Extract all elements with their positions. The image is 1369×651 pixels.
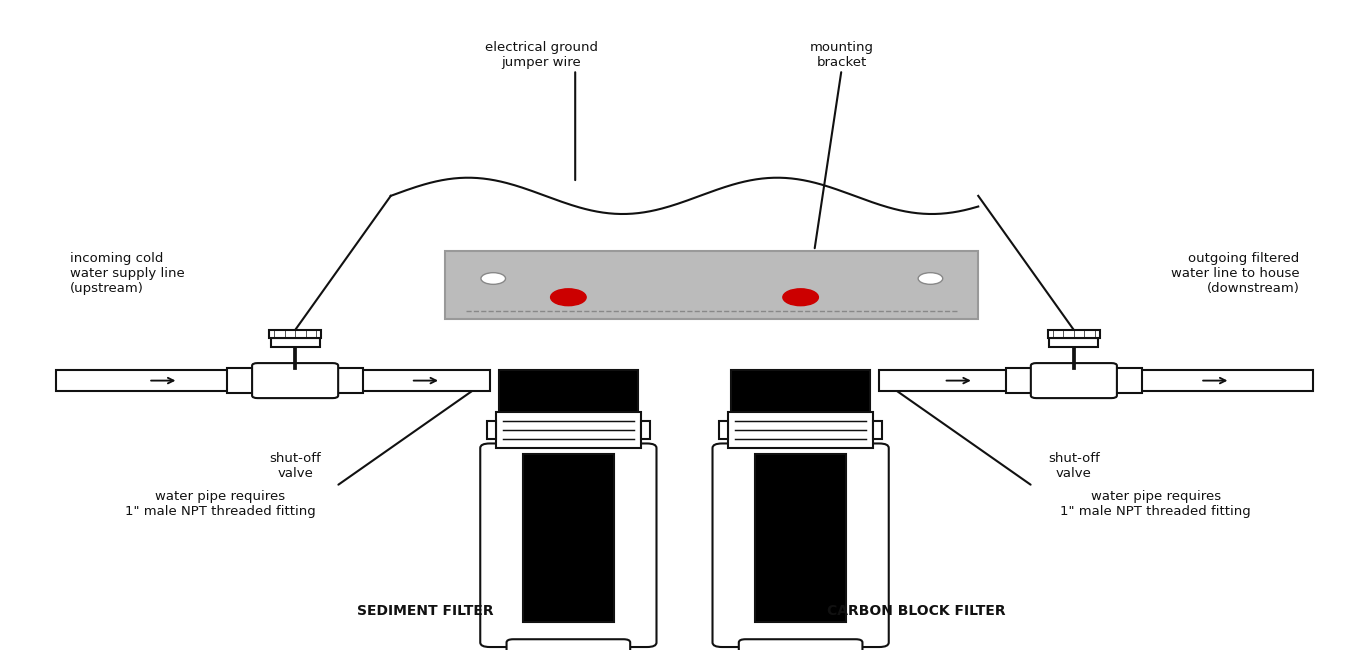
Bar <box>719 421 728 439</box>
Bar <box>271 339 320 347</box>
Circle shape <box>919 273 943 284</box>
Bar <box>1047 330 1099 339</box>
Text: shut-off
valve: shut-off valve <box>1049 452 1099 480</box>
Text: electrical ground
jumper wire: electrical ground jumper wire <box>485 42 597 70</box>
FancyBboxPatch shape <box>1031 363 1117 398</box>
Bar <box>1108 370 1313 391</box>
Text: CARBON BLOCK FILTER: CARBON BLOCK FILTER <box>827 603 1006 618</box>
Text: shut-off
valve: shut-off valve <box>270 452 320 480</box>
FancyBboxPatch shape <box>507 639 630 651</box>
FancyBboxPatch shape <box>712 443 888 647</box>
Text: mounting
bracket: mounting bracket <box>809 42 873 70</box>
Text: water pipe requires
1" male NPT threaded fitting: water pipe requires 1" male NPT threaded… <box>125 490 315 518</box>
Bar <box>56 370 261 391</box>
Bar <box>1049 339 1098 347</box>
Bar <box>227 368 257 393</box>
Text: incoming cold
water supply line
(upstream): incoming cold water supply line (upstrea… <box>70 252 185 295</box>
FancyBboxPatch shape <box>739 639 862 651</box>
Bar <box>486 421 496 439</box>
Bar <box>523 454 613 622</box>
Text: outgoing filtered
water line to house
(downstream): outgoing filtered water line to house (d… <box>1170 252 1299 295</box>
Bar <box>1112 368 1142 393</box>
Bar <box>641 421 650 439</box>
Circle shape <box>550 289 586 306</box>
Bar <box>879 370 1023 391</box>
Bar <box>346 370 490 391</box>
Text: water pipe requires
1" male NPT threaded fitting: water pipe requires 1" male NPT threaded… <box>1061 490 1251 518</box>
Circle shape <box>481 273 505 284</box>
Bar <box>445 251 979 319</box>
Bar <box>873 421 883 439</box>
Bar <box>500 370 638 412</box>
FancyBboxPatch shape <box>252 363 338 398</box>
Bar <box>1006 368 1036 393</box>
FancyBboxPatch shape <box>481 443 657 647</box>
Text: SEDIMENT FILTER: SEDIMENT FILTER <box>356 603 493 618</box>
Bar <box>496 412 641 448</box>
Bar <box>270 330 322 339</box>
Bar <box>731 370 869 412</box>
Bar <box>728 412 873 448</box>
Bar <box>756 454 846 622</box>
Bar <box>333 368 363 393</box>
Circle shape <box>783 289 819 306</box>
